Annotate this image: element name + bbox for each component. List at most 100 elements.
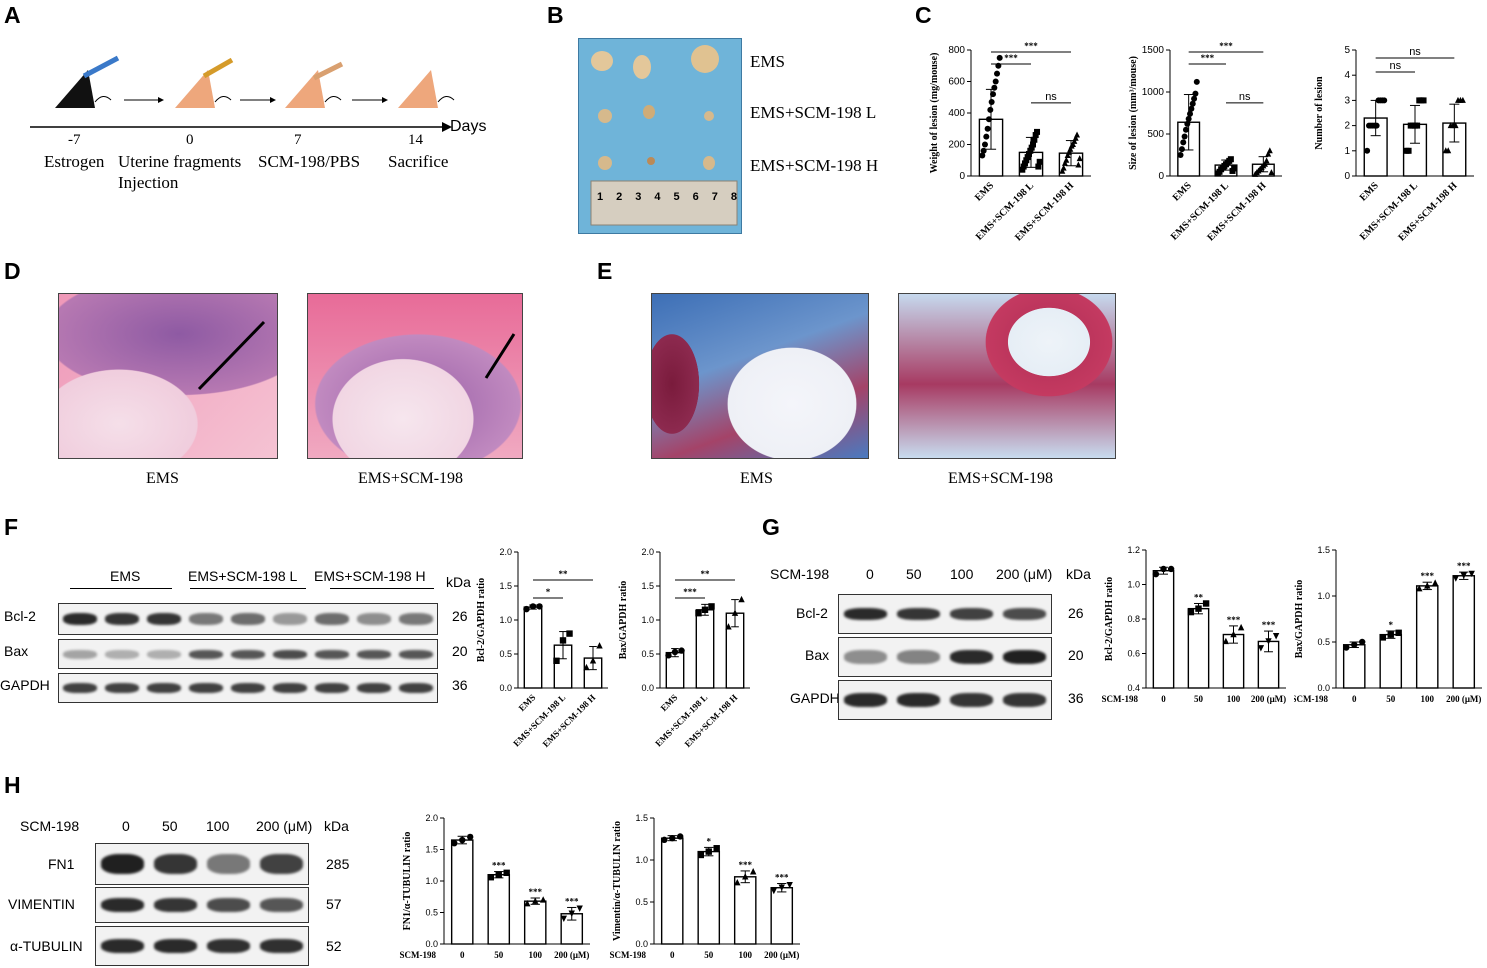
chart-lesion-weight: 0 200 400 600 800 Weight of lesion (mg/mouse)… <box>929 41 1091 243</box>
data-point <box>1272 633 1280 640</box>
data-point <box>979 152 986 159</box>
data-point <box>1035 163 1042 170</box>
y-tick-label: 1.0 <box>635 855 648 865</box>
data-point <box>1065 148 1072 155</box>
caption: EMS <box>740 470 773 487</box>
x-tick-label: 50 <box>494 950 504 960</box>
y-tick-label: 0.8 <box>1127 614 1140 624</box>
data-point <box>701 606 709 613</box>
data-point <box>713 845 720 852</box>
band-kda: 52 <box>326 938 342 954</box>
blot-band <box>356 649 392 659</box>
blot-band <box>896 650 941 664</box>
panel-label-a: A <box>4 2 21 28</box>
data-point <box>1188 105 1195 112</box>
y-tick-label: 0.0 <box>635 939 648 949</box>
band-kda: 26 <box>452 608 468 624</box>
data-point <box>524 899 531 907</box>
x-tick-label: EMS <box>1171 180 1194 203</box>
band-kda: 36 <box>1068 690 1084 706</box>
western-blot-tubulin <box>95 926 309 966</box>
y-tick-label: 0.5 <box>641 649 654 659</box>
histology-image-masson-scm <box>898 293 1116 459</box>
y-tick-label: 1.2 <box>1127 545 1140 555</box>
data-point <box>1075 161 1082 168</box>
band-label: Bcl-2 <box>796 605 828 621</box>
data-point <box>1189 100 1196 107</box>
data-point <box>1024 154 1031 161</box>
data-point <box>1074 131 1081 138</box>
band-label: α-TUBULIN <box>10 938 83 954</box>
x-tick-label: EMS <box>973 180 996 203</box>
data-point <box>1193 78 1200 85</box>
data-point <box>1031 136 1038 143</box>
data-point <box>676 833 684 840</box>
y-tick-label: 5 <box>1344 45 1350 56</box>
dose-label: 50 <box>162 818 178 834</box>
y-axis-label: Bcl-2/GAPDH ratio <box>1104 577 1115 661</box>
y-tick-label: 2.0 <box>499 547 512 557</box>
data-point <box>778 884 785 891</box>
blot-band <box>356 613 392 625</box>
x-axis-label: SCM-198 <box>1102 694 1139 704</box>
y-tick-label: 4 <box>1344 70 1350 81</box>
group-label: EMS+SCM-198 L <box>750 103 877 122</box>
ruler-mark: 3 <box>635 191 642 203</box>
data-point <box>1424 582 1431 589</box>
y-tick-label: 2 <box>1344 121 1350 132</box>
data-point <box>1191 95 1198 102</box>
blot-band <box>230 613 266 625</box>
data-point <box>996 54 1003 61</box>
data-point <box>770 887 778 895</box>
data-point <box>553 657 560 664</box>
blot-band <box>896 693 941 707</box>
timeline-figure: -7 0 7 14 Days Estrogen Uterine fragment… <box>0 0 540 200</box>
significance-label: *** <box>1421 571 1435 581</box>
tick-label: -7 <box>68 132 81 148</box>
bar <box>1342 644 1366 689</box>
dose-label: 100 <box>950 566 974 582</box>
data-point <box>749 868 757 875</box>
y-axis-label: Vimentin/α-TUBULIN ratio <box>612 821 623 941</box>
mouse-icon <box>175 70 232 108</box>
significance-label: ns <box>1045 91 1057 103</box>
x-tick-label: 50 <box>1386 694 1396 704</box>
significance-label: *** <box>1457 561 1471 571</box>
data-point <box>705 848 712 855</box>
data-point <box>994 70 1001 77</box>
data-point <box>1420 97 1427 104</box>
data-point <box>596 642 603 649</box>
y-tick-label: 1.0 <box>1127 580 1140 590</box>
data-point <box>1405 147 1412 154</box>
treatment-label: SCM-198 <box>770 566 830 582</box>
y-tick-label: 600 <box>948 77 965 88</box>
data-point <box>1178 146 1185 153</box>
syringe-icon <box>202 57 234 79</box>
band-label: Bax <box>805 647 830 663</box>
significance-label: ns <box>1409 46 1421 58</box>
data-point <box>1195 605 1202 612</box>
data-point <box>529 603 537 610</box>
y-axis-label: Size of lesion (mm³/mouse) <box>1128 56 1139 170</box>
x-axis-label: SCM-198 <box>1294 694 1328 704</box>
blot-band <box>100 854 145 874</box>
y-tick-label: 2.0 <box>641 547 654 557</box>
blot-band <box>100 939 145 953</box>
data-point <box>984 125 991 132</box>
y-tick-label: 0.5 <box>1317 637 1330 647</box>
data-point <box>678 647 685 654</box>
y-tick-label: 1 <box>1344 146 1350 157</box>
band-kda: 285 <box>326 856 350 872</box>
step-label: Estrogen <box>44 152 105 171</box>
y-tick-label: 1500 <box>1142 45 1165 56</box>
data-point <box>568 910 575 917</box>
data-point <box>1460 572 1467 579</box>
data-point <box>560 915 568 922</box>
blot-band <box>206 898 251 912</box>
data-point <box>1395 629 1402 636</box>
data-point <box>990 91 997 98</box>
